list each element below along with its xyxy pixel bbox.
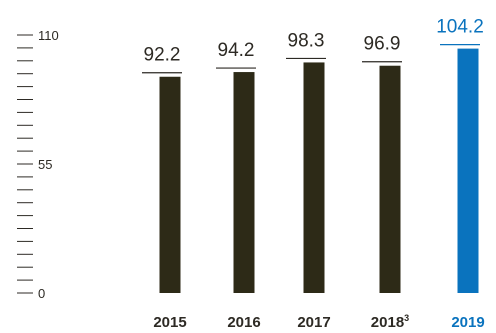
y-tick-label: 110 bbox=[38, 28, 59, 43]
category-label: 20183 bbox=[371, 313, 409, 331]
bar-2015 bbox=[159, 76, 181, 294]
bars bbox=[159, 48, 479, 294]
category-label: 2016 bbox=[227, 314, 260, 331]
category-label: 2019 bbox=[451, 314, 484, 331]
category-label: 2015 bbox=[153, 314, 186, 331]
category-label: 2017 bbox=[297, 314, 330, 331]
y-tick-label: 0 bbox=[38, 286, 45, 301]
bar-2019 bbox=[457, 48, 479, 293]
y-tick-label: 55 bbox=[38, 157, 52, 172]
value-label: 98.3 bbox=[288, 30, 325, 51]
value-label: 94.2 bbox=[218, 40, 255, 61]
value-label: 96.9 bbox=[364, 34, 401, 55]
bar-2018 bbox=[379, 65, 401, 293]
y-axis: 0 55 110 bbox=[17, 28, 59, 301]
bar-2017 bbox=[303, 62, 325, 293]
category-labels: 2015 2016 2017 20183 2019 bbox=[153, 313, 484, 331]
value-labels: 92.2 94.2 98.3 96.9 104.2 bbox=[142, 17, 484, 74]
bar-2016 bbox=[233, 72, 255, 293]
value-label: 104.2 bbox=[436, 17, 484, 38]
value-label: 92.2 bbox=[144, 45, 181, 66]
